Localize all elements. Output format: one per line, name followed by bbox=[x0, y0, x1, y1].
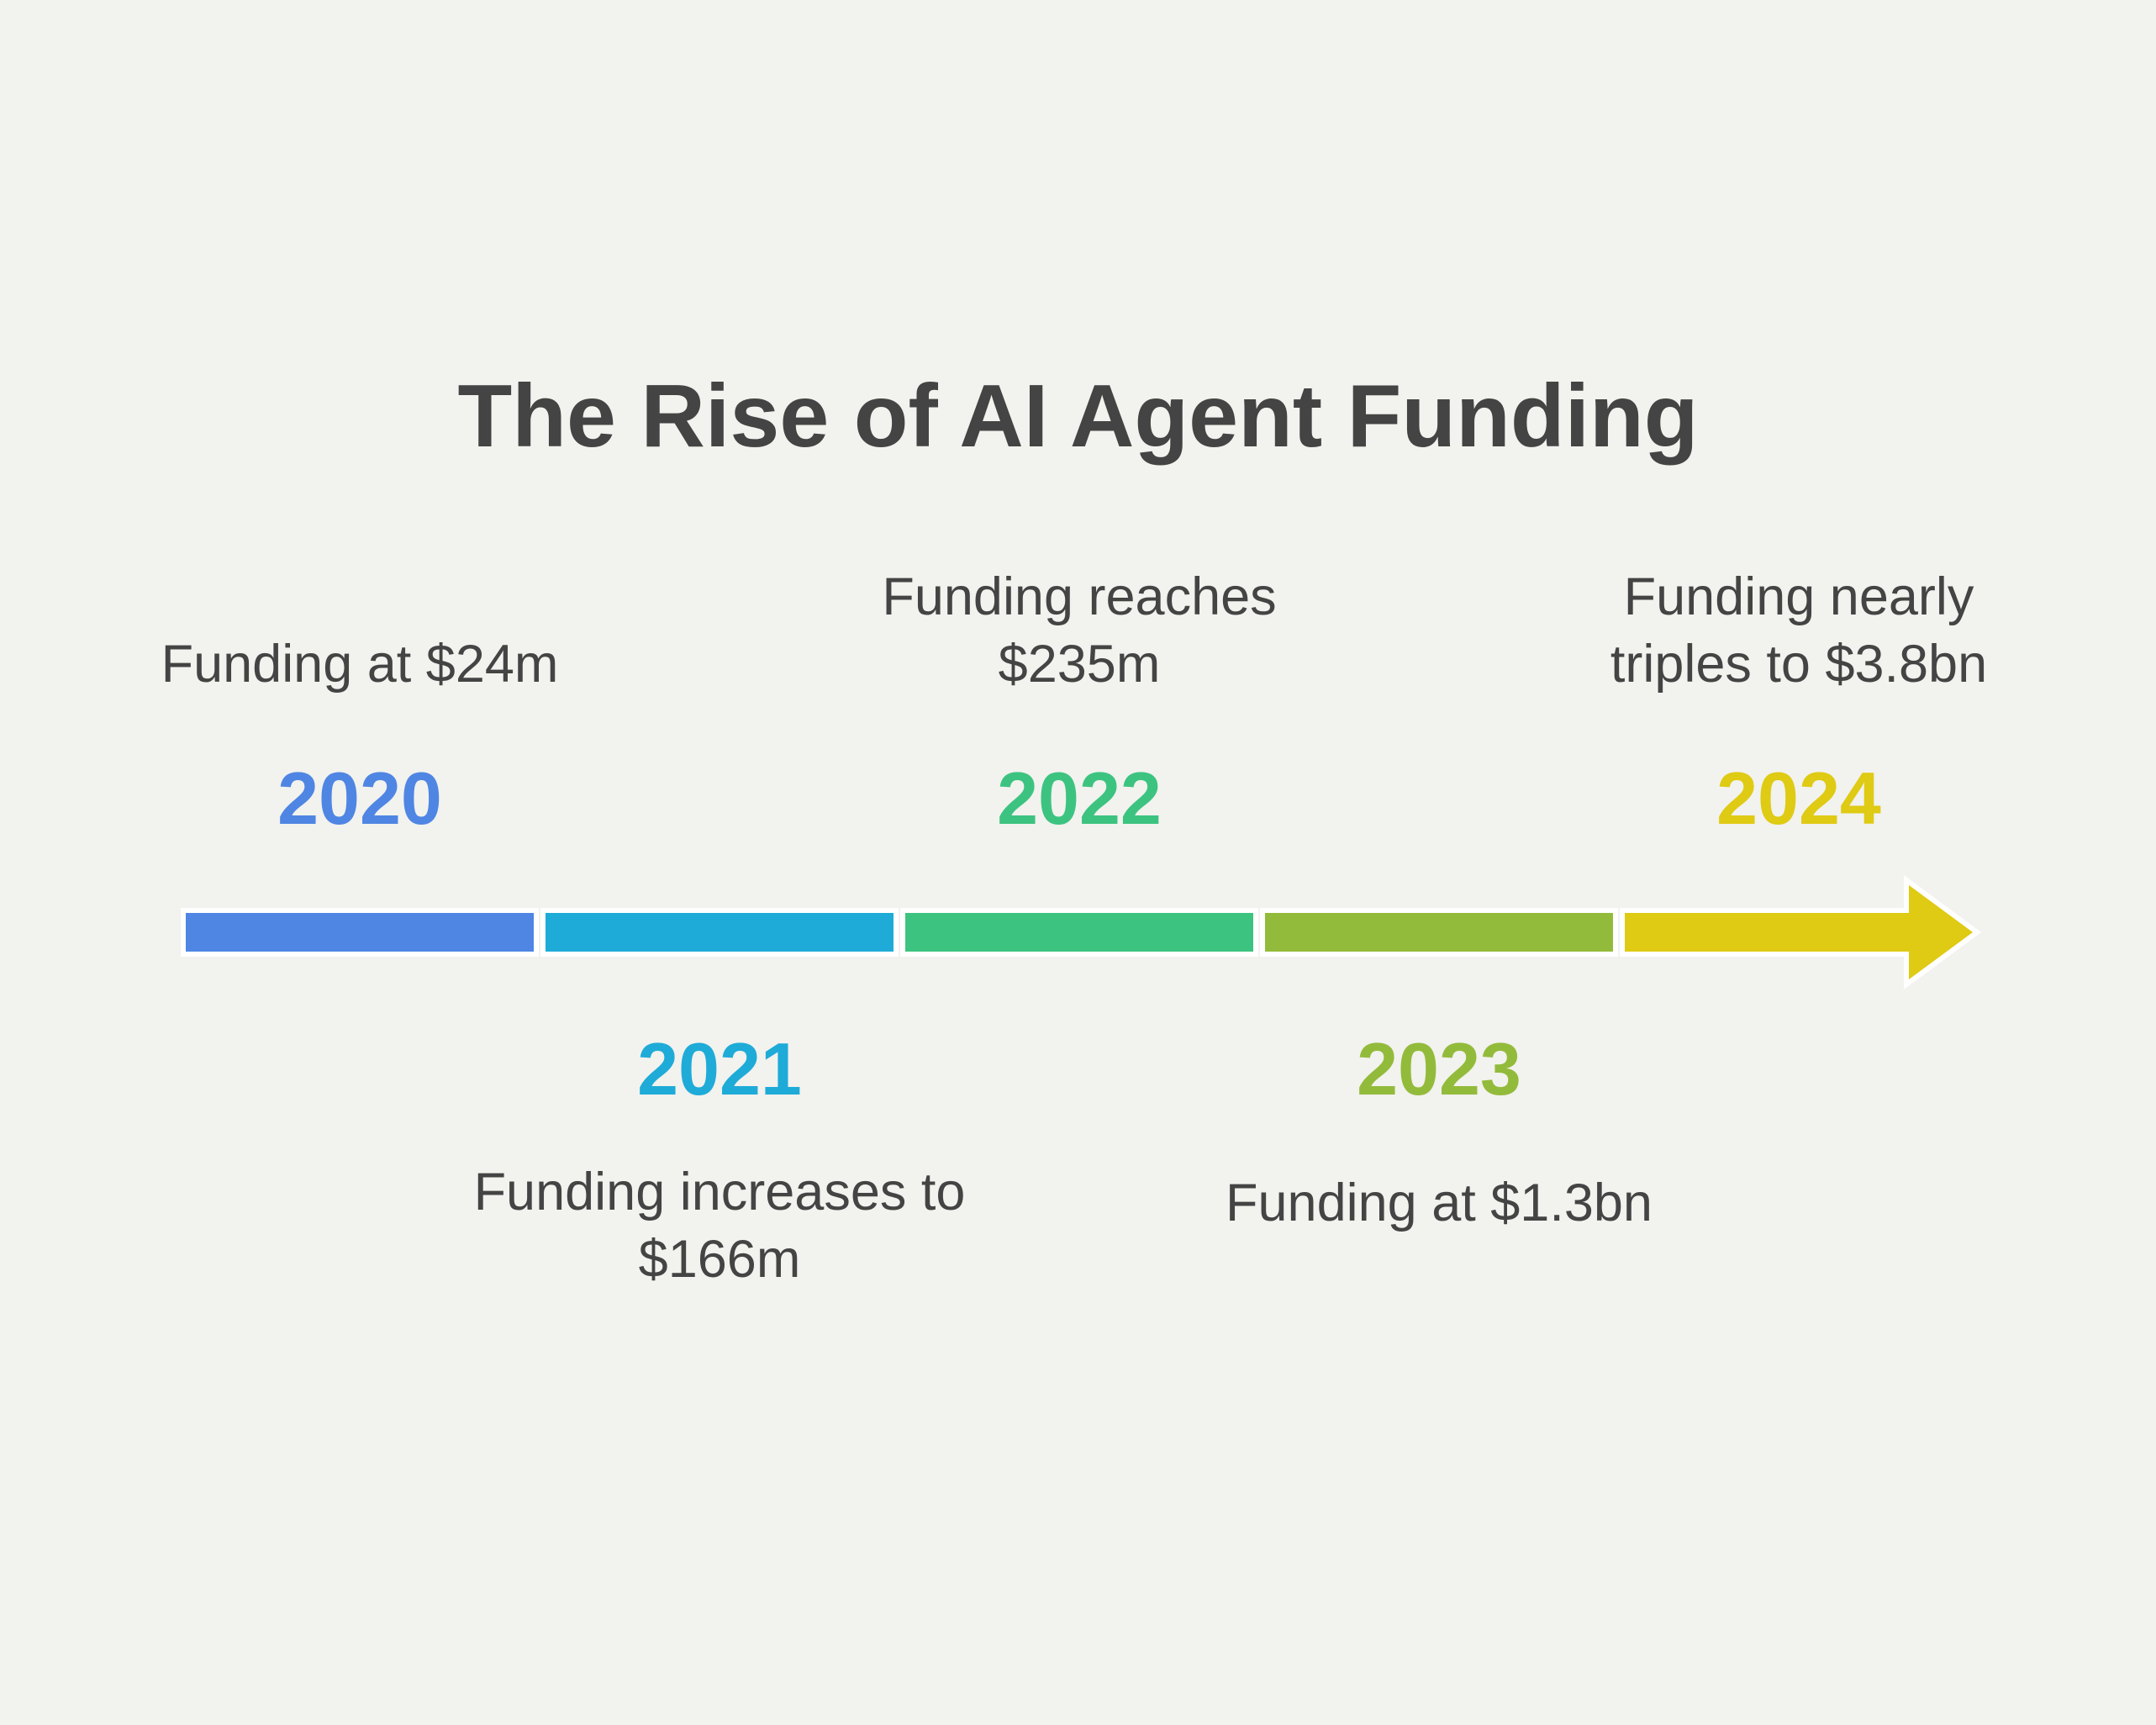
timeline-year-2022: 2022 bbox=[997, 757, 1162, 840]
description-line: Funding reaches bbox=[882, 567, 1277, 626]
description-line: $166m bbox=[638, 1230, 801, 1289]
timeline-segment-2022 bbox=[900, 908, 1258, 957]
timeline-year-2021: 2021 bbox=[637, 1027, 802, 1110]
description-line: Funding increases to bbox=[473, 1163, 966, 1221]
timeline-year-2023: 2023 bbox=[1357, 1027, 1521, 1110]
description-line: $235m bbox=[998, 635, 1161, 694]
timeline-segment-2021 bbox=[540, 908, 899, 957]
timeline-description-2024: Funding nearly triples to $3.8bn bbox=[1479, 563, 2118, 698]
diagram-title: The Rise of AI Agent Funding bbox=[457, 367, 1699, 466]
timeline-description-2022: Funding reaches $235m bbox=[760, 563, 1399, 698]
timeline-segment-2023 bbox=[1260, 908, 1618, 957]
timeline-description-2023: Funding at $1.3bn bbox=[1120, 1169, 1758, 1237]
description-line: Funding at $1.3bn bbox=[1226, 1174, 1653, 1232]
timeline-segment-2024 bbox=[1620, 875, 1982, 989]
timeline-description-2021: Funding increases to $166m bbox=[400, 1158, 1039, 1293]
timeline-segment-2020 bbox=[181, 908, 539, 957]
description-line: Funding nearly bbox=[1623, 567, 1974, 626]
description-line: Funding at $24m bbox=[161, 635, 559, 694]
timeline-year-2024: 2024 bbox=[1716, 757, 1881, 840]
timeline-description-2020: Funding at $24m bbox=[40, 630, 679, 698]
timeline-year-2020: 2020 bbox=[277, 757, 442, 840]
description-line: triples to $3.8bn bbox=[1610, 635, 1988, 694]
